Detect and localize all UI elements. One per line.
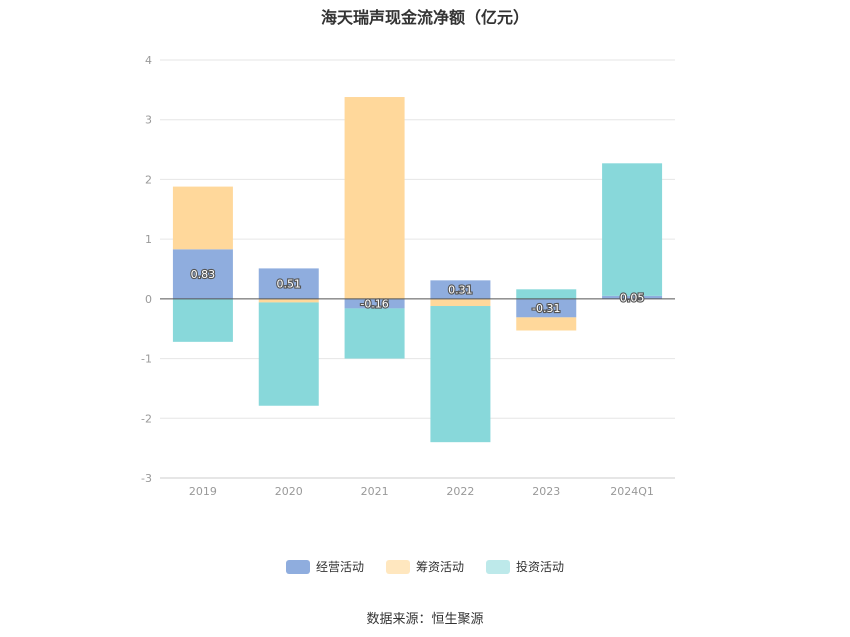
x-tick-label: 2023 bbox=[532, 485, 560, 498]
x-tick-label: 2019 bbox=[189, 485, 217, 498]
data-label: 0.31 bbox=[448, 284, 473, 297]
bar-经营活动-2024Q1 bbox=[602, 295, 663, 299]
data-labels: 0.83 0.51 -0.16 0.31 -0.31 0.05 bbox=[190, 267, 646, 316]
x-tick-label: 2021 bbox=[361, 485, 389, 498]
x-tick-label: 2020 bbox=[275, 485, 303, 498]
bar-筹资活动-2023 bbox=[516, 317, 577, 331]
x-axis-ticks: 2019 2020 2021 2022 2023 2024Q1 bbox=[189, 485, 654, 498]
bar-经营活动-2021 bbox=[344, 298, 405, 309]
bar-经营活动-2022 bbox=[430, 280, 491, 299]
chart-plot: 4 3 2 1 0 -1 -2 -3 0.83 0.51 -0.16 0.31 -0.31 0.05 2… bbox=[141, 54, 675, 498]
chart-title: 海天瑞声现金流净额（亿元） bbox=[320, 8, 529, 27]
bar-投资活动-2020 bbox=[258, 302, 319, 406]
y-tick-label: 3 bbox=[145, 114, 152, 127]
legend-item[interactable]: 经营活动 bbox=[285, 558, 364, 575]
data-label: 0.05 bbox=[620, 291, 645, 304]
y-tick-label: 2 bbox=[145, 173, 152, 186]
bar-投资活动-2023 bbox=[516, 289, 577, 299]
x-tick-label: 2022 bbox=[446, 485, 474, 498]
y-tick-label: 0 bbox=[145, 293, 152, 306]
bar-筹资活动-2019 bbox=[172, 186, 233, 250]
grid-lines bbox=[160, 59, 675, 419]
legend-swatch bbox=[385, 559, 410, 574]
legend-swatch bbox=[285, 559, 310, 574]
bar-筹资活动-2020 bbox=[258, 298, 319, 303]
legend-item[interactable]: 筹资活动 bbox=[385, 558, 464, 575]
legend-label: 投资活动 bbox=[516, 560, 565, 574]
data-label: 0.83 bbox=[191, 268, 216, 281]
bars bbox=[172, 97, 663, 443]
y-tick-label: 1 bbox=[145, 233, 152, 246]
y-tick-label: -1 bbox=[141, 353, 152, 366]
y-axis-ticks: 4 3 2 1 0 -1 -2 -3 bbox=[141, 54, 152, 485]
data-label: 0.51 bbox=[277, 278, 302, 291]
bar-筹资活动-2022 bbox=[430, 298, 491, 307]
bar-筹资活动-2021 bbox=[344, 97, 405, 299]
legend: 经营活动 筹资活动 投资活动 bbox=[0, 558, 850, 575]
bar-经营活动-2020 bbox=[258, 268, 319, 299]
data-label: -0.31 bbox=[532, 302, 560, 315]
source-note: 数据来源：恒生聚源 bbox=[366, 612, 484, 627]
legend-item[interactable]: 投资活动 bbox=[486, 558, 564, 575]
bar-投资活动-2019 bbox=[172, 298, 233, 342]
y-tick-label: -3 bbox=[141, 472, 152, 485]
y-tick-label: 4 bbox=[145, 54, 152, 67]
bar-投资活动-2022 bbox=[430, 306, 491, 443]
data-label: -0.16 bbox=[360, 298, 388, 311]
bar-经营活动-2023 bbox=[516, 298, 577, 318]
legend-swatch bbox=[486, 559, 510, 574]
legend-label: 经营活动 bbox=[315, 560, 364, 574]
bar-经营活动-2019 bbox=[172, 249, 233, 299]
bar-投资活动-2021 bbox=[344, 308, 405, 359]
x-tick-label: 2024Q1 bbox=[610, 485, 654, 498]
legend-label: 筹资活动 bbox=[415, 560, 464, 574]
bar-投资活动-2024Q1 bbox=[602, 163, 663, 296]
y-tick-label: -2 bbox=[141, 412, 152, 425]
